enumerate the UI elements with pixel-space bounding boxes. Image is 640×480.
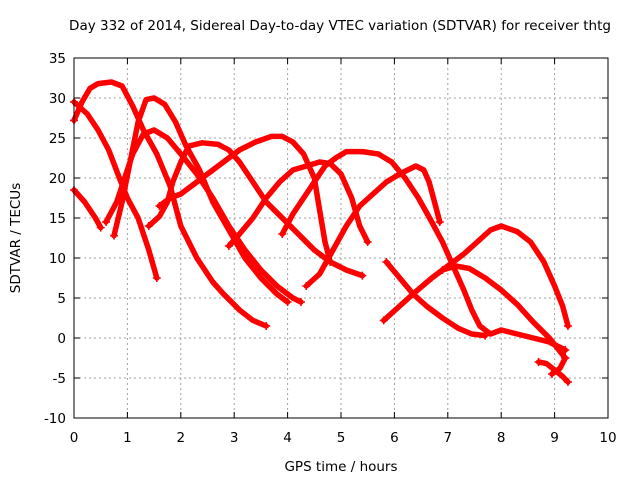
y-tick-label: 15: [49, 211, 66, 227]
data-point-marker: [358, 271, 367, 280]
data-point-marker: [110, 231, 119, 240]
plot-frame: [73, 57, 609, 419]
x-axis-label: GPS time / hours: [284, 459, 397, 475]
series-line: [226, 159, 371, 249]
data-point-marker: [563, 322, 572, 330]
data-point-marker: [152, 274, 161, 282]
data-point-marker: [563, 378, 572, 386]
data-point-marker: [96, 223, 105, 232]
series-line: [380, 223, 571, 329]
series-line: [103, 127, 304, 305]
data-point-marker: [379, 316, 388, 325]
x-tick-label: 4: [283, 430, 292, 446]
series-line: [71, 99, 160, 281]
data-point-marker: [363, 238, 372, 246]
series-line: [279, 148, 569, 353]
y-tick-label: 0: [57, 331, 66, 347]
y-tick-label: 25: [49, 131, 66, 147]
data-point-marker: [144, 222, 153, 230]
data-point-marker: [547, 370, 556, 378]
x-tick-label: 8: [497, 430, 506, 446]
data-point-marker: [481, 331, 490, 340]
tick-layer: 0 1 2 3 4 5 6 7 8 9 10 -10 -5 0 5 10 15 20 25 30 35: [44, 51, 617, 446]
series-line: [71, 187, 104, 231]
series-pass-5: [102, 127, 305, 306]
y-tick-label: 35: [49, 51, 66, 67]
series-line: [71, 79, 269, 329]
series-pass-2: [70, 79, 271, 330]
data-point-marker: [262, 322, 271, 330]
series-pass-4: [110, 95, 292, 306]
series-line: [439, 263, 569, 361]
x-tick-label: 0: [70, 430, 79, 446]
data-point-marker: [224, 242, 233, 250]
series-line: [549, 355, 569, 377]
series-line: [156, 133, 334, 265]
data-point-marker: [438, 266, 447, 274]
series-line: [383, 259, 488, 339]
x-tick-label: 1: [123, 430, 132, 446]
x-tick-label: 2: [177, 430, 186, 446]
y-axis-label: SDTVAR / TECUs: [8, 183, 24, 293]
data-point-marker: [435, 218, 444, 226]
series-pass-10: [302, 163, 444, 290]
data-point-marker: [102, 218, 111, 226]
series-pass-1: [70, 186, 105, 232]
series-pass-9: [278, 148, 570, 354]
data-point-marker: [302, 282, 311, 290]
series-layer: [70, 79, 572, 386]
series-pass-3: [70, 98, 161, 282]
x-tick-label: 5: [337, 430, 346, 446]
data-point-marker: [278, 230, 287, 238]
y-tick-label: 20: [49, 171, 66, 187]
data-point-marker: [296, 298, 305, 306]
data-point-marker: [561, 346, 570, 354]
x-tick-label: 6: [390, 430, 399, 446]
series-pass-8: [224, 159, 372, 250]
data-point-marker: [155, 202, 164, 210]
x-tick-label: 7: [444, 430, 453, 446]
series-line: [303, 163, 443, 289]
series-pass-12: [382, 258, 490, 340]
x-tick-label: 9: [550, 430, 559, 446]
y-tick-label: 5: [57, 291, 66, 307]
y-tick-label: 10: [49, 251, 66, 267]
data-point-marker: [382, 258, 391, 266]
x-tick-label: 10: [599, 430, 616, 446]
y-tick-label: -5: [53, 371, 66, 387]
series-pass-15: [547, 354, 570, 378]
x-tick-label: 3: [230, 430, 239, 446]
series-line: [111, 95, 291, 305]
data-point-marker: [534, 358, 543, 366]
data-point-marker: [561, 354, 570, 362]
y-tick-label: 30: [49, 91, 66, 107]
y-tick-label: -10: [44, 411, 66, 427]
series-pass-11: [379, 223, 572, 330]
data-point-marker: [283, 298, 292, 306]
chart-title: Day 332 of 2014, Sidereal Day-to-day VTE…: [69, 18, 611, 34]
